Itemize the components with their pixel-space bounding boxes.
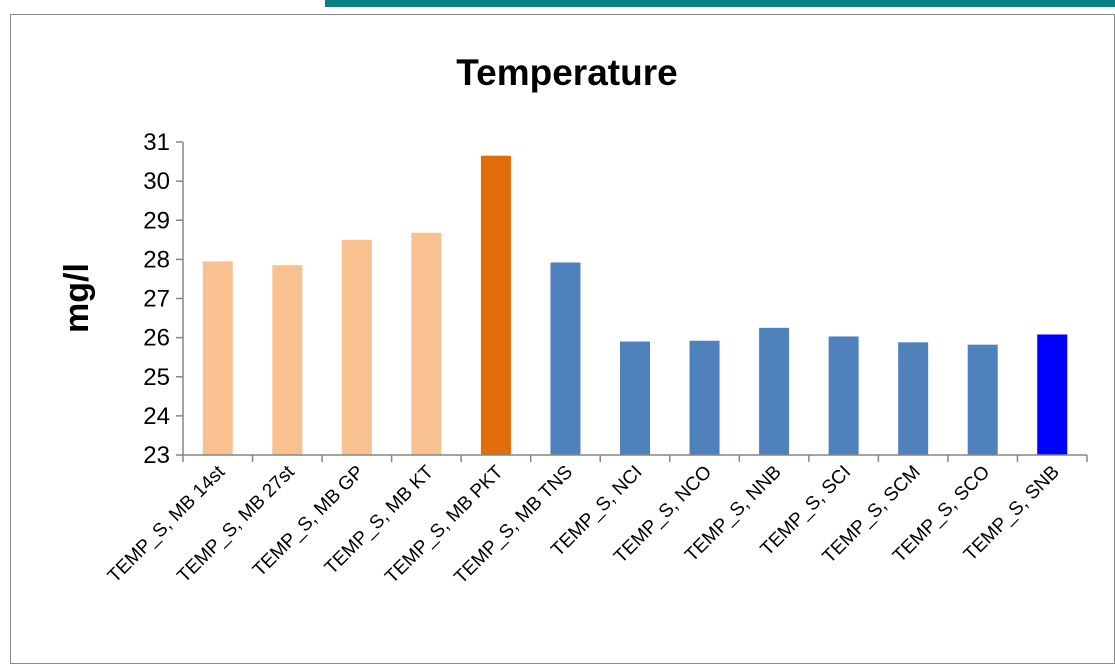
x-category-label: TEMP_S, MB TNS	[450, 462, 577, 589]
x-category-label: TEMP_S, MB 27st	[173, 461, 299, 587]
bar	[550, 262, 581, 455]
y-axis-label: mg/l	[58, 263, 96, 333]
x-category-label: TEMP_S, MB 14st	[104, 461, 230, 587]
y-tick-label: 26	[143, 325, 170, 352]
bar	[828, 336, 859, 455]
bar	[759, 327, 790, 455]
y-tick-label: 25	[143, 364, 170, 391]
y-tick-label: 31	[143, 129, 170, 156]
bar	[898, 342, 929, 455]
y-tick-label: 24	[143, 403, 170, 430]
y-tick-label: 30	[143, 168, 170, 195]
bar	[202, 261, 233, 455]
bar	[1037, 334, 1068, 455]
bar	[341, 239, 372, 455]
y-tick-label: 28	[143, 246, 170, 273]
x-category-label: TEMP_S, MB PKT	[381, 461, 507, 587]
bar	[411, 232, 442, 455]
bar	[689, 340, 720, 455]
bar	[480, 155, 511, 455]
header-accent-band	[325, 0, 1115, 7]
y-tick-label: 29	[143, 207, 170, 234]
chart-title: Temperature	[456, 52, 677, 93]
y-tick-label: 27	[143, 286, 170, 313]
bar	[620, 341, 650, 455]
bar	[272, 265, 303, 455]
y-tick-label: 23	[143, 442, 170, 469]
bar	[967, 344, 998, 455]
